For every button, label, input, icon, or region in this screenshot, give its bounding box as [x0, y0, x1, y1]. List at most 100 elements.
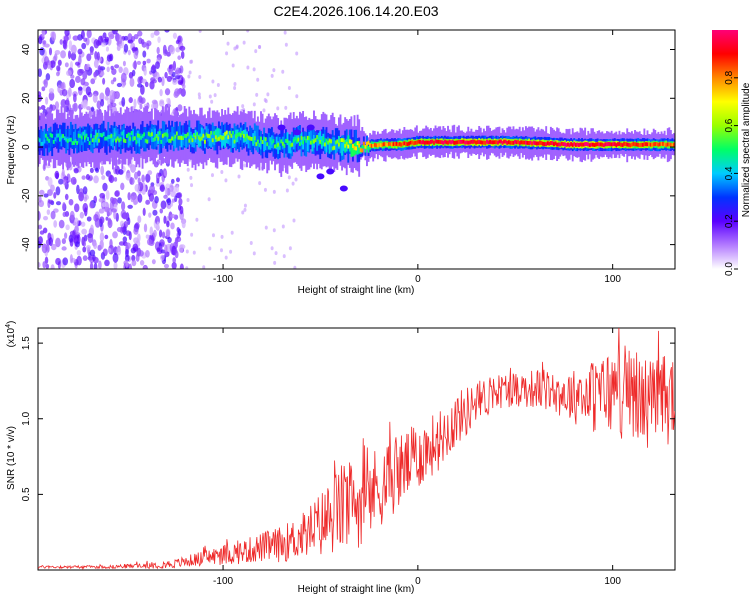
spectrogram-noise-blob	[230, 230, 234, 235]
spectrogram-ridge-cell	[567, 142, 569, 147]
spectrogram-ridge-cell	[623, 141, 626, 146]
spectrogram-noise-blob	[44, 43, 50, 48]
spectrogram-ridge-cell	[337, 142, 340, 147]
spectrogram-noise-blob	[125, 230, 131, 236]
spectrogram-noise-blob	[136, 60, 142, 65]
spectrogram-ridge-cell	[574, 143, 577, 147]
spectrogram-ridge-cell	[292, 136, 295, 150]
spectrogram-noise-blob	[48, 88, 55, 94]
spectrogram-ridge-cell	[127, 134, 130, 148]
spectrogram-noise-blob	[295, 94, 299, 99]
spectrogram-ridge-cell	[93, 138, 96, 143]
spectrogram-noise-blob	[41, 30, 46, 38]
spectrogram-noise-blob	[85, 86, 92, 96]
spectrogram-ridge-cell	[188, 138, 191, 143]
spectrogram-ridge-cell	[305, 132, 308, 145]
spectrogram-noise-blob	[99, 239, 104, 250]
spectrogram-noise-blob	[137, 30, 143, 37]
spectrogram-ridge-cell	[409, 140, 412, 145]
spectrogram-noise-blob	[128, 97, 134, 103]
spectrogram-ridge-cell	[655, 142, 658, 147]
spectrogram-noise-blob	[38, 195, 42, 203]
snr-x-tick-label: 100	[604, 576, 621, 587]
spectrogram-noise-blob	[73, 168, 79, 174]
spectrogram-noise-blob	[104, 95, 109, 101]
spectrogram-ridge-cell	[440, 140, 443, 145]
spectrogram-ridge-cell	[51, 134, 54, 147]
spectrogram-noise-blob	[55, 237, 61, 248]
spectrogram-ridge-cell	[328, 141, 331, 154]
spectrogram-ridge-cell	[380, 143, 382, 148]
spectrogram-noise-blob	[137, 233, 141, 242]
spectrogram-noise-blob	[51, 31, 57, 42]
spectrogram-noise-blob	[65, 224, 70, 231]
snr-panel: -100 0 100 0.5 1.0 1.5 Height of straight li…	[5, 321, 676, 595]
spectrogram-noise-blob	[181, 220, 186, 229]
spectrogram-noise-blob	[93, 59, 99, 68]
spectrogram-noise-blob	[98, 197, 105, 203]
spectrogram-ridge-cell	[129, 136, 132, 141]
spectrogram-ridge-cell	[445, 140, 448, 145]
spectrogram-ridge-cell	[333, 145, 336, 150]
spectrogram-ridge-cell	[579, 142, 582, 147]
spectrogram-ridge-cell	[482, 140, 485, 145]
spectrogram-noise-blob	[164, 88, 171, 96]
spectrogram-noise-blob	[81, 42, 87, 50]
spectrogram-ridge-cell	[216, 127, 219, 141]
snr-frame	[37, 327, 676, 571]
spectrogram-noise-blob	[60, 50, 66, 59]
spectrogram-y-ticks: -40 -20 0 20 40	[21, 44, 675, 252]
spectrogram-noise-blob	[80, 30, 85, 40]
spectrogram-noise-blob	[75, 241, 80, 248]
spectrogram-noise-blob	[70, 44, 77, 54]
spectrogram-noise-blob	[147, 170, 153, 176]
spectrogram-ridge-cell	[669, 142, 672, 147]
spectrogram-noise-blob	[55, 186, 61, 196]
spectrogram-ridge-cell	[175, 134, 178, 148]
spectrogram-ridge-cell	[342, 138, 345, 151]
spectrogram-ridge-cell	[196, 132, 199, 137]
spectrogram-ridge-cell	[38, 130, 40, 144]
spectrogram-noise-blob	[104, 259, 110, 267]
spectrogram-noise-blob	[198, 30, 202, 33]
spectrogram-noise-blob	[49, 60, 56, 69]
spectrogram-ridge-cell	[163, 132, 166, 137]
spectrogram-ridge-cell	[161, 120, 164, 146]
spectrogram-ridge-cell	[470, 139, 473, 144]
spectrogram-noise-blob	[233, 82, 237, 87]
spectrogram-ridge-cell	[431, 139, 434, 144]
spectrogram-y-tick-label: -40	[21, 237, 32, 252]
spectrogram-ridge-cell	[389, 142, 392, 147]
spectrogram-ridge-cell	[489, 139, 492, 144]
spectrogram-ridge-cell	[620, 142, 622, 147]
spectrogram-ridge-cell	[314, 138, 317, 143]
spectrogram-ridge-cell	[141, 134, 144, 139]
spectrogram-ridge-cell	[587, 142, 590, 147]
snr-y-tick-label: 1.0	[21, 411, 32, 425]
spectrogram-ridge-cell	[135, 132, 138, 146]
spectrogram-noise-blob	[83, 99, 88, 108]
spectrogram-ridge-cell	[462, 139, 465, 144]
spectrogram-frame	[37, 29, 676, 270]
spectrogram-ridge-cell	[217, 136, 220, 141]
spectrogram-noise-blob	[114, 190, 120, 197]
spectrogram-noise-blob	[109, 196, 115, 203]
spectrogram-noise-blob	[57, 84, 61, 94]
spectrogram-ridge-cell	[419, 139, 421, 144]
spectrogram-blob	[277, 124, 286, 131]
snr-x-tick-label: 0	[415, 576, 421, 587]
spectrogram-noise-blob	[55, 201, 62, 206]
spectrogram-ridge-cell	[563, 142, 566, 147]
spectrogram-ridge-cell	[341, 142, 343, 156]
spectrogram-noise-blob	[56, 65, 61, 72]
spectrogram-ridge-cell	[581, 142, 583, 147]
spectrogram-ridge-cell	[113, 132, 116, 137]
spectrogram-noise-blob	[176, 227, 180, 233]
spectrogram-noise-blob	[237, 174, 241, 179]
spectrogram-noise-blob	[243, 203, 247, 208]
spectrogram-ridge-cell	[200, 127, 203, 141]
spectrogram-x-tick-label: 100	[604, 274, 621, 285]
spectrogram-noise-blob	[43, 78, 48, 88]
spectrogram-ridge-cell	[230, 133, 233, 138]
spectrogram-noise-blob	[177, 80, 184, 86]
